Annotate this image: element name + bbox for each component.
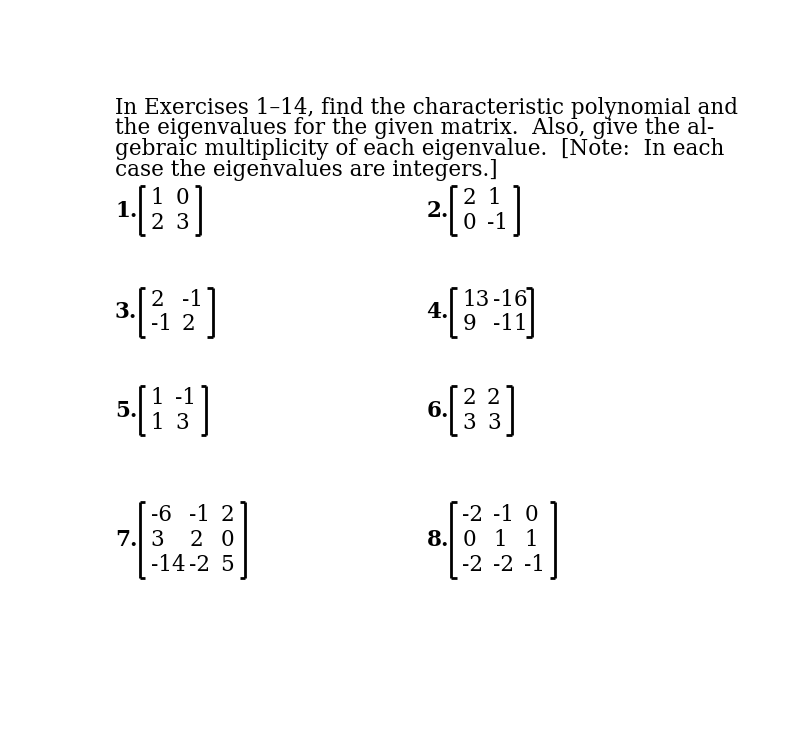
Text: 1: 1	[150, 187, 164, 209]
Text: 5: 5	[221, 554, 234, 576]
Text: -1: -1	[493, 504, 514, 527]
Text: -2: -2	[462, 504, 483, 527]
Text: -11: -11	[493, 314, 528, 335]
Text: 1: 1	[493, 529, 507, 551]
Text: -2: -2	[189, 554, 210, 576]
Text: 2: 2	[487, 388, 501, 409]
Text: 2: 2	[150, 289, 164, 311]
Text: 3: 3	[462, 412, 476, 434]
Text: 1: 1	[150, 388, 164, 409]
Text: 8.: 8.	[427, 529, 449, 551]
Text: 6.: 6.	[427, 400, 449, 422]
Text: 2: 2	[221, 504, 234, 527]
Text: 0: 0	[524, 504, 538, 527]
Text: 0: 0	[221, 529, 234, 551]
Text: -6: -6	[150, 504, 171, 527]
Text: 2: 2	[189, 529, 203, 551]
Text: -1: -1	[175, 388, 196, 409]
Text: the eigenvalues for the given matrix.  Also, give the al-: the eigenvalues for the given matrix. Al…	[115, 117, 714, 140]
Text: -14: -14	[150, 554, 185, 576]
Text: 2: 2	[462, 388, 476, 409]
Text: -1: -1	[150, 314, 171, 335]
Text: -1: -1	[182, 289, 203, 311]
Text: 0: 0	[175, 187, 189, 209]
Text: 2: 2	[150, 212, 164, 234]
Text: 13: 13	[462, 289, 490, 311]
Text: case the eigenvalues are integers.]: case the eigenvalues are integers.]	[115, 159, 498, 181]
Text: 3: 3	[150, 529, 164, 551]
Text: 3: 3	[175, 412, 189, 434]
Text: 7.: 7.	[115, 529, 137, 551]
Text: 2: 2	[182, 314, 196, 335]
Text: 1.: 1.	[115, 199, 137, 222]
Text: -1: -1	[524, 554, 545, 576]
Text: -1: -1	[487, 212, 508, 234]
Text: 3.: 3.	[115, 301, 137, 323]
Text: 2: 2	[462, 187, 476, 209]
Text: 4.: 4.	[427, 301, 449, 323]
Text: In Exercises 1–14, find the characteristic polynomial and: In Exercises 1–14, find the characterist…	[115, 96, 738, 119]
Text: 2.: 2.	[427, 199, 449, 222]
Text: 3: 3	[175, 212, 189, 234]
Text: gebraic multiplicity of each eigenvalue.  [Note:  In each: gebraic multiplicity of each eigenvalue.…	[115, 138, 724, 160]
Text: 1: 1	[150, 412, 164, 434]
Text: -1: -1	[189, 504, 210, 527]
Text: 9: 9	[462, 314, 476, 335]
Text: 3: 3	[487, 412, 501, 434]
Text: 1: 1	[524, 529, 538, 551]
Text: 0: 0	[462, 212, 476, 234]
Text: -16: -16	[493, 289, 528, 311]
Text: 0: 0	[462, 529, 476, 551]
Text: -2: -2	[493, 554, 514, 576]
Text: 1: 1	[487, 187, 501, 209]
Text: -2: -2	[462, 554, 483, 576]
Text: 5.: 5.	[115, 400, 137, 422]
